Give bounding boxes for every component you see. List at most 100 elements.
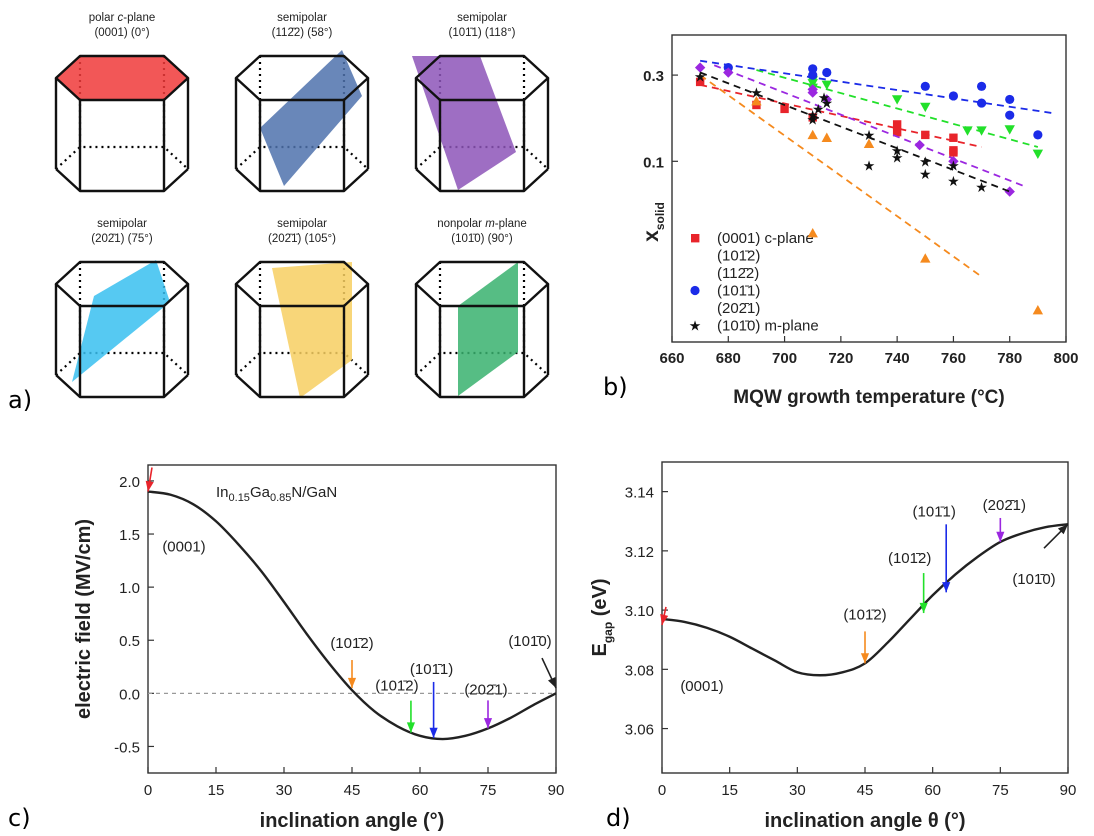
data-point-series-6: ★ bbox=[806, 108, 819, 124]
hidden-edge bbox=[415, 145, 549, 170]
fit-line-series-1 bbox=[699, 83, 982, 148]
marker-arrowhead bbox=[660, 614, 669, 625]
legend-label: (202̄1) bbox=[717, 300, 760, 317]
y-tick-label: -0.5 bbox=[114, 739, 140, 756]
marker-arrowhead bbox=[483, 718, 493, 729]
x-tick-label: 60 bbox=[412, 782, 429, 799]
data-point-series-6: ★ bbox=[891, 143, 904, 159]
y-tick-label: 3.14 bbox=[625, 485, 654, 502]
x-tick-label: 90 bbox=[1060, 782, 1077, 799]
crystal-plane-fill bbox=[412, 56, 516, 190]
crystal-plane-fill bbox=[260, 50, 362, 186]
panel-b-scatter-chart: 660 680 700 720 740 760 780 800 0.3 0.1 MQW growth… bbox=[640, 34, 1079, 408]
x-tick-label: 75 bbox=[992, 782, 1009, 799]
crystal-plane-fill bbox=[72, 260, 170, 382]
marker-label: (101̄2) bbox=[375, 678, 418, 695]
x-tick-label: 0 bbox=[144, 782, 152, 799]
x-tick-label: 90 bbox=[548, 782, 565, 799]
panel-d-bandgap-chart: 0 15 30 45 60 75 90 3.06 3.08 3.10 3.12 3.14 inclina… bbox=[589, 461, 1077, 832]
hex-bottom-edge bbox=[415, 374, 549, 399]
x-tick-label: 45 bbox=[344, 782, 361, 799]
data-point-series-3 bbox=[920, 102, 931, 113]
x-tick-label: 15 bbox=[208, 782, 225, 799]
y-tick-label: 0.1 bbox=[643, 154, 664, 171]
curve-line bbox=[147, 490, 557, 741]
data-point-series-3 bbox=[891, 95, 903, 105]
crystal-type-label: semipolar bbox=[457, 12, 507, 24]
data-point-series-4 bbox=[948, 91, 959, 101]
panel-a-letter: a) bbox=[8, 386, 32, 414]
hidden-edge bbox=[55, 351, 189, 376]
data-point-series-3 bbox=[976, 126, 987, 136]
data-point-series-3 bbox=[821, 80, 832, 91]
y-tick-label: 2.0 bbox=[119, 474, 140, 491]
hex-bottom-edge bbox=[235, 374, 369, 399]
marker-arrowhead bbox=[145, 480, 154, 492]
y-tick-label: 3.10 bbox=[625, 603, 654, 620]
y-tick-label: 0.5 bbox=[119, 633, 140, 650]
marker-label: (202̄1) bbox=[983, 497, 1026, 514]
data-point-series-4 bbox=[808, 70, 818, 80]
marker-arrowhead bbox=[1057, 524, 1068, 535]
marker-label: (101̄0) bbox=[1012, 571, 1055, 588]
hex-bottom-edge bbox=[415, 168, 549, 193]
data-point-series-6: ★ bbox=[947, 158, 960, 174]
data-point-series-6: ★ bbox=[694, 69, 707, 85]
crystal-4: semipolar (202̄1) (75°) bbox=[54, 218, 190, 399]
legend-marker bbox=[690, 285, 700, 296]
crystal-type-label: semipolar bbox=[97, 218, 147, 230]
data-point-series-6: ★ bbox=[821, 96, 834, 112]
data-point-series-1 bbox=[949, 148, 958, 157]
fit-line-series-2 bbox=[699, 74, 983, 278]
hex-bottom-edge bbox=[55, 374, 189, 399]
x-tick-label: 760 bbox=[941, 350, 966, 367]
marker-label: (101̄2) bbox=[888, 550, 931, 567]
legend-label: (101̄2) bbox=[717, 248, 760, 265]
legend-label: (112̄2) bbox=[717, 265, 759, 282]
crystal-index-label: (202̄1̄) (105°) bbox=[268, 233, 336, 245]
x-axis-label: inclination angle θ (°) bbox=[764, 810, 965, 832]
y-axis-label: Egap (eV) bbox=[589, 578, 615, 656]
data-point-series-4 bbox=[1005, 110, 1015, 120]
data-point-series-6: ★ bbox=[806, 113, 819, 129]
data-point-series-2 bbox=[920, 253, 931, 263]
crystal-plane-fill bbox=[56, 56, 188, 100]
data-point-series-6: ★ bbox=[919, 154, 932, 170]
marker-arrowhead bbox=[347, 677, 357, 689]
crystal-type-label: semipolar bbox=[277, 218, 327, 230]
crystal-6: nonpolar m-plane (101̄0) (90°) bbox=[414, 218, 550, 399]
crystal-index-label: (101̄0) (90°) bbox=[451, 233, 513, 245]
data-point-series-3 bbox=[1032, 149, 1044, 160]
legend-marker: ★ bbox=[689, 319, 702, 335]
data-point-series-6: ★ bbox=[750, 86, 763, 102]
x-tick-label: 30 bbox=[789, 782, 806, 799]
data-point-series-5 bbox=[914, 139, 925, 151]
data-point-series-1 bbox=[780, 104, 789, 114]
crystal-5: semipolar (202̄1̄) (105°) bbox=[234, 218, 370, 399]
data-point-series-1 bbox=[808, 113, 817, 122]
data-point-series-3 bbox=[962, 126, 973, 136]
legend-label: (101̄0) m-plane bbox=[717, 318, 819, 335]
data-point-series-1 bbox=[949, 133, 958, 142]
marker-label: (101̄1) bbox=[410, 661, 453, 678]
x-tick-label: 780 bbox=[997, 350, 1022, 367]
data-point-series-4 bbox=[1033, 130, 1043, 140]
panel-c-electric-field-chart: 0 15 30 45 60 75 90 -0.5 0.0 0.5 1.0 1.5 2.0 inclinat… bbox=[73, 464, 565, 832]
data-point-series-5 bbox=[821, 94, 832, 105]
x-tick-label: 60 bbox=[924, 782, 941, 799]
marker-arrowhead bbox=[919, 602, 928, 614]
crystal-type-label: polar c-plane bbox=[89, 12, 156, 24]
panel-c-letter: c) bbox=[8, 804, 31, 832]
data-point-series-2 bbox=[751, 96, 762, 106]
data-point-series-5 bbox=[948, 156, 959, 167]
marker-arrowhead bbox=[547, 677, 556, 689]
crystal-index-label: (101̄1) (118°) bbox=[448, 27, 515, 39]
fit-line-series-5 bbox=[713, 64, 1025, 187]
data-point-series-2 bbox=[1032, 304, 1044, 315]
data-point-series-6: ★ bbox=[919, 167, 932, 183]
data-point-series-2 bbox=[807, 129, 818, 140]
marker-arrowhead bbox=[406, 722, 416, 733]
hidden-edge bbox=[415, 351, 549, 376]
crystal-plane-fill bbox=[458, 262, 518, 396]
legend-label: (101̄1) bbox=[717, 283, 760, 300]
